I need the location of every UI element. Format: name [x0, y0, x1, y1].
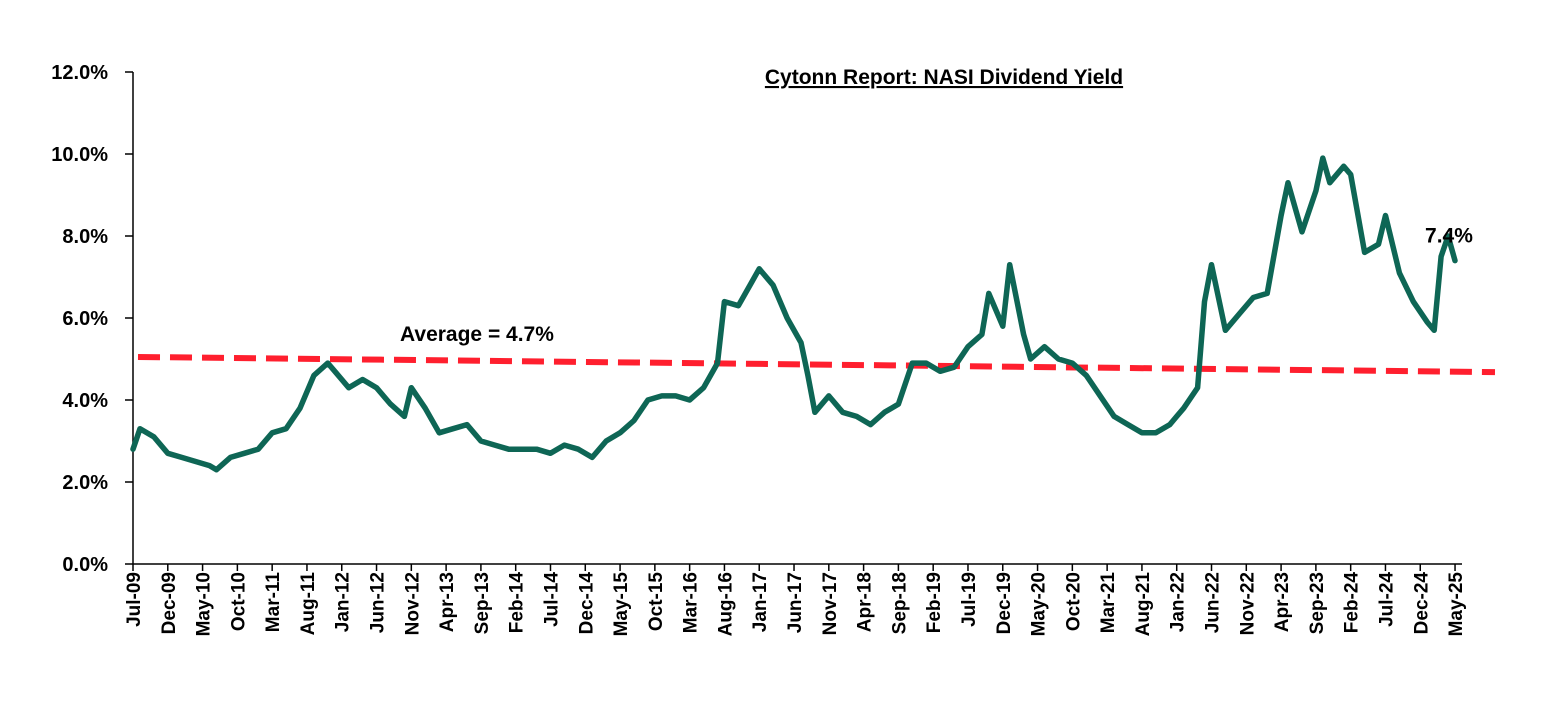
- x-tick-label: Jul-09: [124, 572, 145, 627]
- x-tick-label: Apr-23: [1272, 572, 1293, 632]
- average-label: Average = 4.7%: [400, 323, 554, 346]
- x-tick-label: Aug-21: [1133, 572, 1154, 637]
- y-axis: 0.0% 2.0% 4.0% 6.0% 8.0% 10.0% 12.0%: [51, 62, 134, 576]
- x-tick-label: Jan-22: [1168, 572, 1189, 632]
- x-tick-label: Aug-16: [715, 572, 736, 636]
- data-label: 7.4%: [1425, 225, 1473, 248]
- x-tick-label: Apr-18: [855, 572, 876, 632]
- x-tick-label: May-20: [1029, 572, 1050, 636]
- y-tick-label: 12.0%: [51, 62, 108, 84]
- y-tick-label: 4.0%: [62, 390, 108, 412]
- x-tick-label: Nov-12: [402, 572, 423, 635]
- y-tick-label: 8.0%: [62, 226, 108, 248]
- x-tick-label: Jul-19: [959, 572, 980, 627]
- x-tick-label: May-15: [611, 572, 632, 637]
- x-tick-label: Jul-14: [541, 572, 562, 627]
- x-tick-label: Nov-22: [1237, 572, 1258, 635]
- x-tick-label: Mar-16: [681, 572, 702, 633]
- x-tick-label: Feb-19: [924, 572, 945, 633]
- annotation-layer: 7.4%: [1425, 225, 1473, 248]
- series-line: [130, 155, 1458, 473]
- x-tick-label: Mar-21: [1098, 572, 1119, 634]
- y-tick-label: 2.0%: [62, 472, 108, 494]
- x-tick-label: Jul-24: [1376, 572, 1397, 627]
- x-tick-label: May-10: [194, 572, 215, 636]
- x-tick-label: May-25: [1446, 572, 1467, 637]
- average-line: [137, 353, 1496, 376]
- x-tick-label: Dec-19: [994, 572, 1015, 634]
- x-tick-label: Feb-14: [507, 572, 528, 634]
- x-tick-label: Jan-17: [750, 572, 771, 632]
- x-tick-label: Sep-18: [889, 572, 910, 634]
- y-tick-label: 6.0%: [62, 308, 108, 330]
- x-tick-label: Jun-17: [785, 572, 806, 633]
- x-tick-label: Sep-13: [472, 572, 493, 634]
- chart-title: Cytonn Report: NASI Dividend Yield: [765, 66, 1123, 89]
- x-tick-label: Aug-11: [298, 572, 319, 636]
- y-tick-label: 0.0%: [62, 554, 108, 576]
- x-tick-label: Oct-15: [646, 572, 667, 632]
- x-tick-label: Apr-13: [437, 572, 458, 632]
- x-tick-label: Jan-12: [333, 572, 354, 632]
- series-layer: [130, 155, 1458, 473]
- x-tick-label: Jun-22: [1203, 572, 1224, 633]
- x-tick-label: Oct-10: [228, 572, 249, 631]
- x-tick-label: Jun-12: [368, 572, 389, 633]
- x-tick-label: Dec-24: [1411, 572, 1432, 635]
- x-tick-label: Sep-23: [1307, 572, 1328, 634]
- x-axis: Jul-09 Dec-09 May-10 Oct-10 Mar-11 Aug-11 Jan-…: [124, 563, 1467, 637]
- average-layer: Average = 4.7%: [137, 323, 1496, 376]
- x-tick-label: Feb-24: [1342, 572, 1363, 634]
- x-tick-label: Dec-14: [576, 572, 597, 635]
- y-tick-label: 10.0%: [51, 144, 108, 166]
- x-tick-label: Dec-09: [159, 572, 180, 634]
- x-tick-label: Mar-11: [263, 572, 284, 633]
- x-tick-label: Nov-17: [820, 572, 841, 635]
- x-tick-label: Oct-20: [1063, 572, 1084, 631]
